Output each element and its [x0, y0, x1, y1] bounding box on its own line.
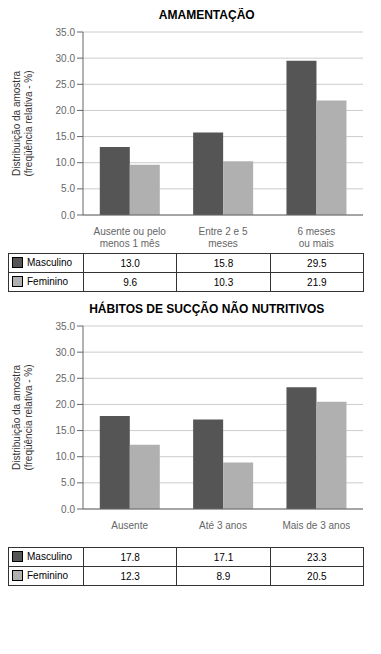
- html-text:8.9: 8.9: [216, 570, 231, 582]
- svg-text:Entre 2 e 5meses: Entre 2 e 5meses: [199, 226, 248, 249]
- html-text:Masculino: Masculino: [27, 550, 72, 562]
- svg-text:15.0: 15.0: [56, 425, 76, 436]
- svg-text:Mais de 3 anos: Mais de 3 anos: [282, 520, 350, 531]
- svg-text:5.0: 5.0: [61, 477, 75, 488]
- html-text:21.9: 21.9: [307, 276, 327, 288]
- svg-text:30.0: 30.0: [56, 53, 76, 64]
- svg-text:Distribuição da amostra(freqüê: Distribuição da amostra(freqüência relat…: [11, 70, 34, 176]
- html-text:HÁBITOS DE SUCÇÃO NÃO NUTRITIV: HÁBITOS DE SUCÇÃO NÃO NUTRITIVOS: [89, 302, 325, 316]
- svg-text:Ausente: Ausente: [111, 520, 148, 531]
- html-text:9.6: 9.6: [123, 276, 138, 288]
- html-text:15.8: 15.8: [213, 257, 234, 269]
- html-text:10.3: 10.3: [213, 276, 234, 288]
- svg-text:20.0: 20.0: [56, 399, 76, 410]
- svg-text:35.0: 35.0: [56, 27, 76, 38]
- svg-text:20.0: 20.0: [56, 105, 76, 116]
- svg-text:15.0: 15.0: [56, 131, 76, 142]
- html-text:20.5: 20.5: [307, 570, 327, 582]
- html-text:17.1: 17.1: [213, 551, 234, 563]
- svg-text:25.0: 25.0: [56, 79, 76, 90]
- svg-text:30.0: 30.0: [56, 347, 76, 358]
- html-text:Feminino: Feminino: [27, 569, 69, 581]
- svg-text:Até 3 anos: Até 3 anos: [199, 520, 247, 531]
- svg-text:35.0: 35.0: [56, 321, 76, 332]
- html-text:23.3: 23.3: [307, 551, 327, 563]
- svg-text:0.0: 0.0: [61, 210, 75, 221]
- html-text:AMAMENTAÇÃO: AMAMENTAÇÃO: [158, 8, 255, 22]
- html-text:12.3: 12.3: [120, 570, 140, 582]
- svg-text:10.0: 10.0: [56, 157, 76, 168]
- svg-text:5.0: 5.0: [61, 183, 75, 194]
- html-text:29.5: 29.5: [307, 257, 327, 269]
- svg-text:0.0: 0.0: [61, 504, 75, 515]
- svg-text:10.0: 10.0: [56, 451, 76, 462]
- svg-text:6 mesesou mais: 6 mesesou mais: [297, 226, 335, 249]
- html-text:Feminino: Feminino: [27, 275, 69, 287]
- html-text:13.0: 13.0: [120, 257, 140, 269]
- html-text:17.8: 17.8: [120, 551, 140, 563]
- html-text:Masculino: Masculino: [27, 256, 72, 268]
- svg-text:Distribuição da amostra(freqüê: Distribuição da amostra(freqüência relat…: [11, 364, 34, 470]
- svg-text:Ausente ou pelomenos 1 mês: Ausente ou pelomenos 1 mês: [94, 226, 167, 249]
- svg-text:25.0: 25.0: [56, 373, 76, 384]
